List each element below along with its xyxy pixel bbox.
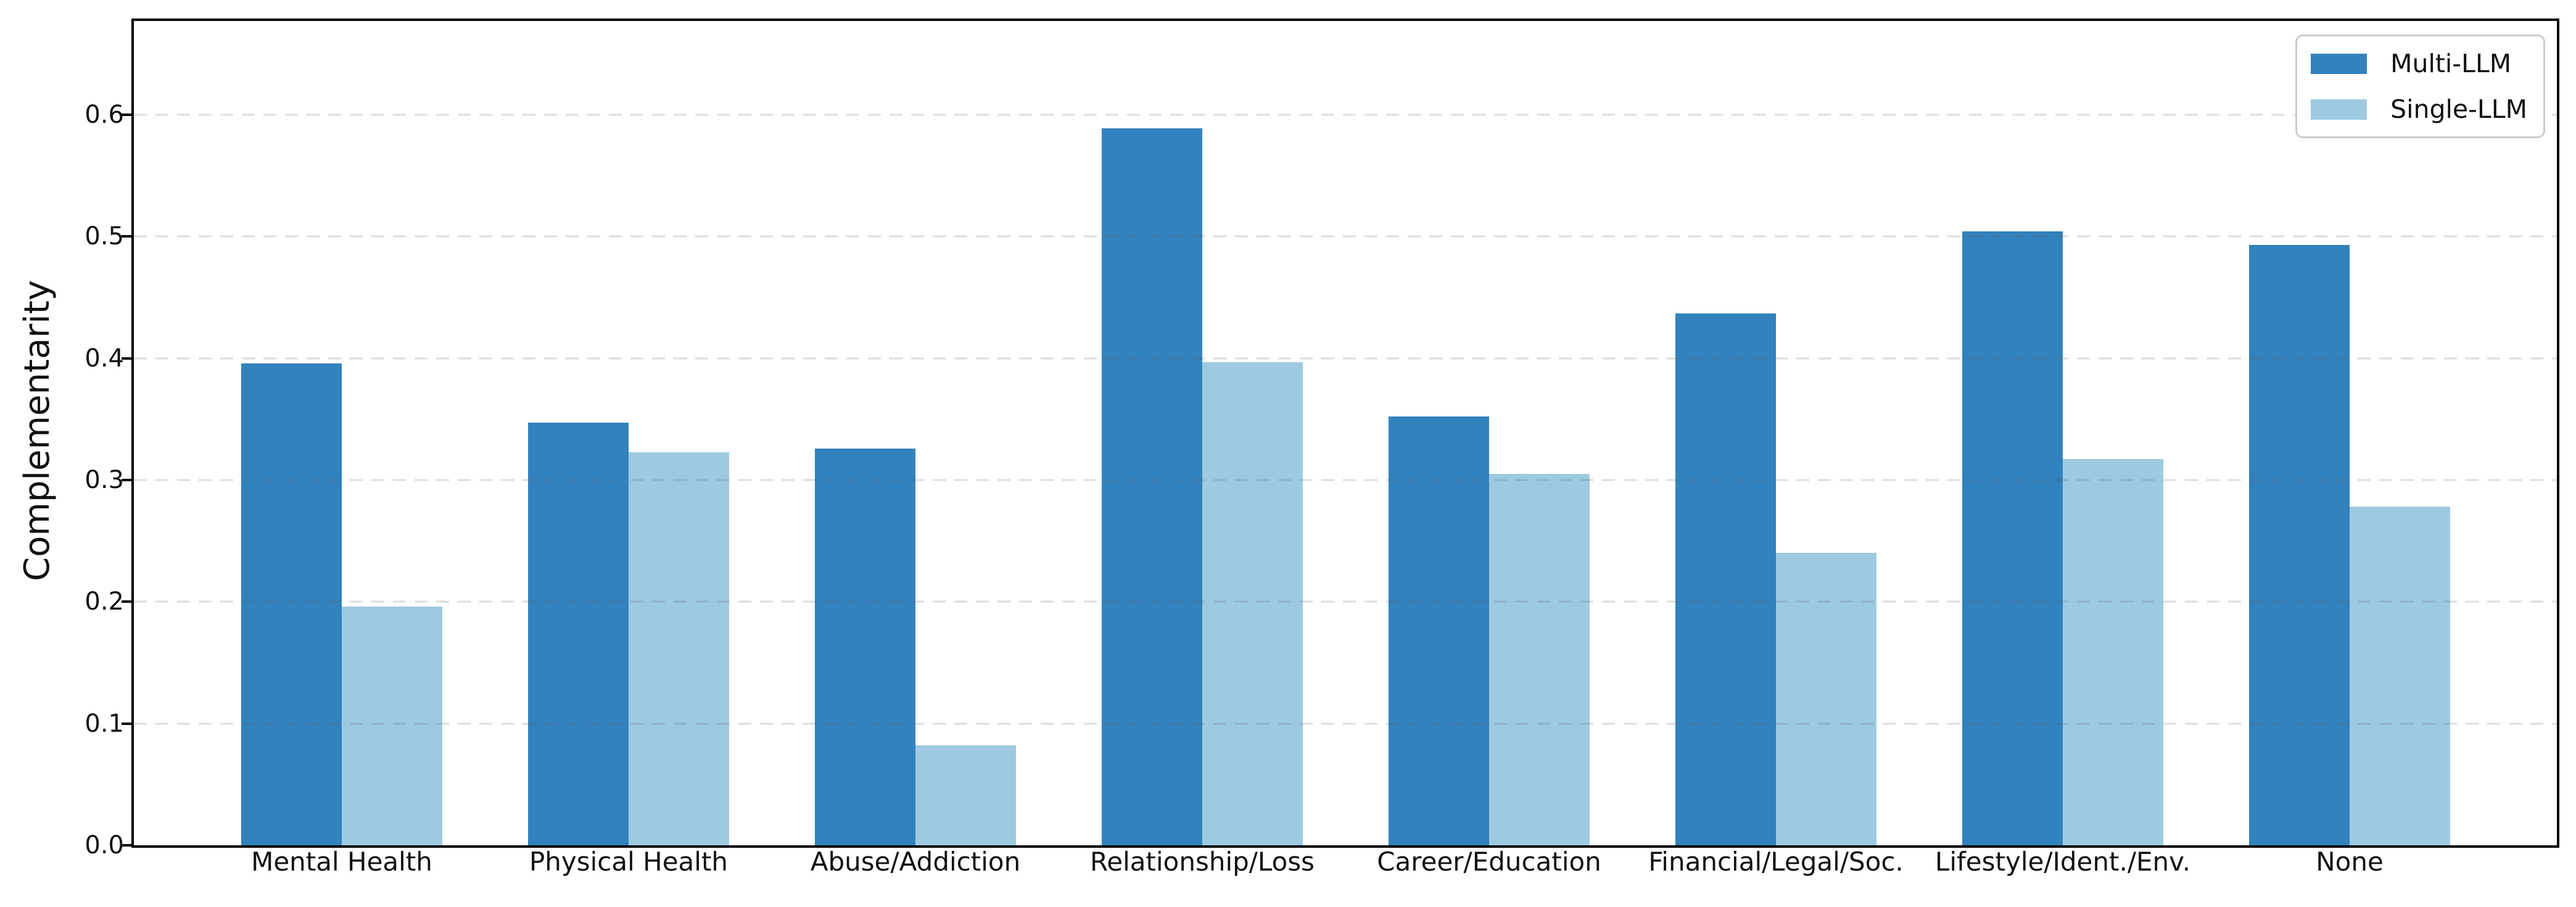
gridline-0.3 <box>134 479 2557 481</box>
legend-swatch-single-llm <box>2311 99 2368 120</box>
y-tick-label-0.5: 0.5 <box>85 222 124 251</box>
legend-label-multi-llm: Multi-LLM <box>2390 49 2512 78</box>
bar-group-lifestyle-ident-env <box>1962 231 2163 845</box>
bar-group-abuse-addiction <box>815 448 1016 845</box>
y-tick-label-0.3: 0.3 <box>85 465 124 494</box>
bar-single-llm-physical-health <box>629 452 729 845</box>
legend-entry-single-llm: Single-LLM <box>2311 94 2527 124</box>
bar-single-llm-relationship-loss <box>1202 362 1303 845</box>
bar-multi-llm-abuse-addiction <box>815 448 915 845</box>
plot-area: Multi-LLM Single-LLM <box>131 19 2559 848</box>
x-tick-label-mental-health: Mental Health <box>251 847 432 877</box>
y-tick-0.1 <box>122 722 131 725</box>
bar-single-llm-financial-legal-soc <box>1776 553 1876 845</box>
bar-group-none <box>2249 245 2450 845</box>
y-tick-0.2 <box>122 600 131 603</box>
bar-group-career-education <box>1389 416 1590 845</box>
bar-multi-llm-physical-health <box>528 423 629 845</box>
bar-group-physical-health <box>528 423 729 845</box>
y-tick-label-0.0: 0.0 <box>85 831 124 859</box>
bar-single-llm-none <box>2350 507 2450 845</box>
bar-group-financial-legal-soc <box>1675 313 1876 845</box>
bar-multi-llm-relationship-loss <box>1102 128 1202 845</box>
bar-multi-llm-none <box>2249 245 2350 845</box>
x-tick-label-financial-legal-soc: Financial/Legal/Soc. <box>1648 847 1904 877</box>
y-tick-label-0.4: 0.4 <box>85 344 124 373</box>
legend-entry-multi-llm: Multi-LLM <box>2311 49 2527 78</box>
bar-single-llm-abuse-addiction <box>915 745 1016 845</box>
y-tick-0.3 <box>122 478 131 481</box>
legend-swatch-multi-llm <box>2311 53 2368 74</box>
bar-multi-llm-financial-legal-soc <box>1675 313 1776 845</box>
bar-multi-llm-lifestyle-ident-env <box>1962 231 2063 845</box>
y-tick-0.6 <box>122 113 131 116</box>
x-tick-label-physical-health: Physical Health <box>529 847 729 877</box>
gridline-0.4 <box>134 357 2557 360</box>
gridline-0.1 <box>134 723 2557 725</box>
bar-multi-llm-mental-health <box>241 363 342 845</box>
bar-group-mental-health <box>241 363 442 845</box>
x-tick-label-abuse-addiction: Abuse/Addiction <box>810 847 1021 877</box>
bar-group-relationship-loss <box>1102 128 1303 845</box>
legend-label-single-llm: Single-LLM <box>2390 94 2527 124</box>
bar-single-llm-mental-health <box>342 607 442 845</box>
y-tick-0.0 <box>122 844 131 847</box>
x-tick-label-none: None <box>2316 847 2384 877</box>
legend: Multi-LLM Single-LLM <box>2295 35 2545 138</box>
x-tick-label-career-education: Career/Education <box>1377 847 1601 877</box>
x-tick-label-relationship-loss: Relationship/Loss <box>1089 847 1315 877</box>
gridline-0.2 <box>134 600 2557 603</box>
gridline-0.6 <box>134 114 2557 116</box>
gridline-0.5 <box>134 235 2557 238</box>
bar-single-llm-lifestyle-ident-env <box>2063 459 2163 845</box>
y-axis-label: Complementarity <box>17 280 57 581</box>
y-tick-label-0.2: 0.2 <box>85 587 124 616</box>
bar-multi-llm-career-education <box>1389 416 1489 845</box>
x-tick-label-lifestyle-ident-env: Lifestyle/Ident./Env. <box>1934 847 2191 877</box>
bar-single-llm-career-education <box>1489 474 1590 845</box>
y-tick-0.4 <box>122 357 131 360</box>
y-tick-label-0.6: 0.6 <box>85 100 124 129</box>
y-tick-0.5 <box>122 235 131 238</box>
y-tick-label-0.1: 0.1 <box>85 709 124 738</box>
